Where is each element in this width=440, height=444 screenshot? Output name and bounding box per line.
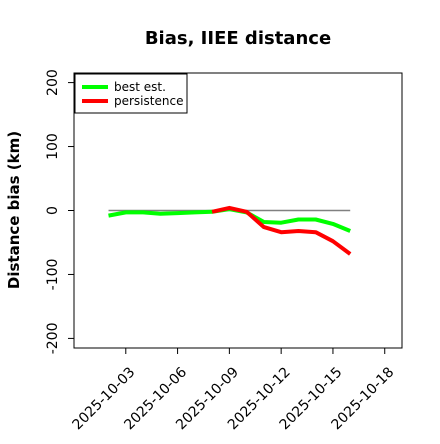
series-line-best-est xyxy=(108,207,351,233)
y-tick-label: -100 xyxy=(45,259,61,291)
y-tick-label: 200 xyxy=(45,69,61,96)
legend-label-persistence: persistence xyxy=(114,94,183,108)
y-tick-label: 0 xyxy=(45,206,61,215)
y-axis-label: Distance bias (km) xyxy=(5,131,23,289)
legend-label-best-est: best est. xyxy=(114,80,166,94)
y-tick-label: 100 xyxy=(45,133,61,160)
legend: best est. persistence xyxy=(74,73,188,114)
series-line-persistence xyxy=(211,205,352,256)
chart-title: Bias, IIEE distance xyxy=(145,28,331,49)
legend-box xyxy=(74,73,188,114)
y-tick-label: -200 xyxy=(45,323,61,355)
